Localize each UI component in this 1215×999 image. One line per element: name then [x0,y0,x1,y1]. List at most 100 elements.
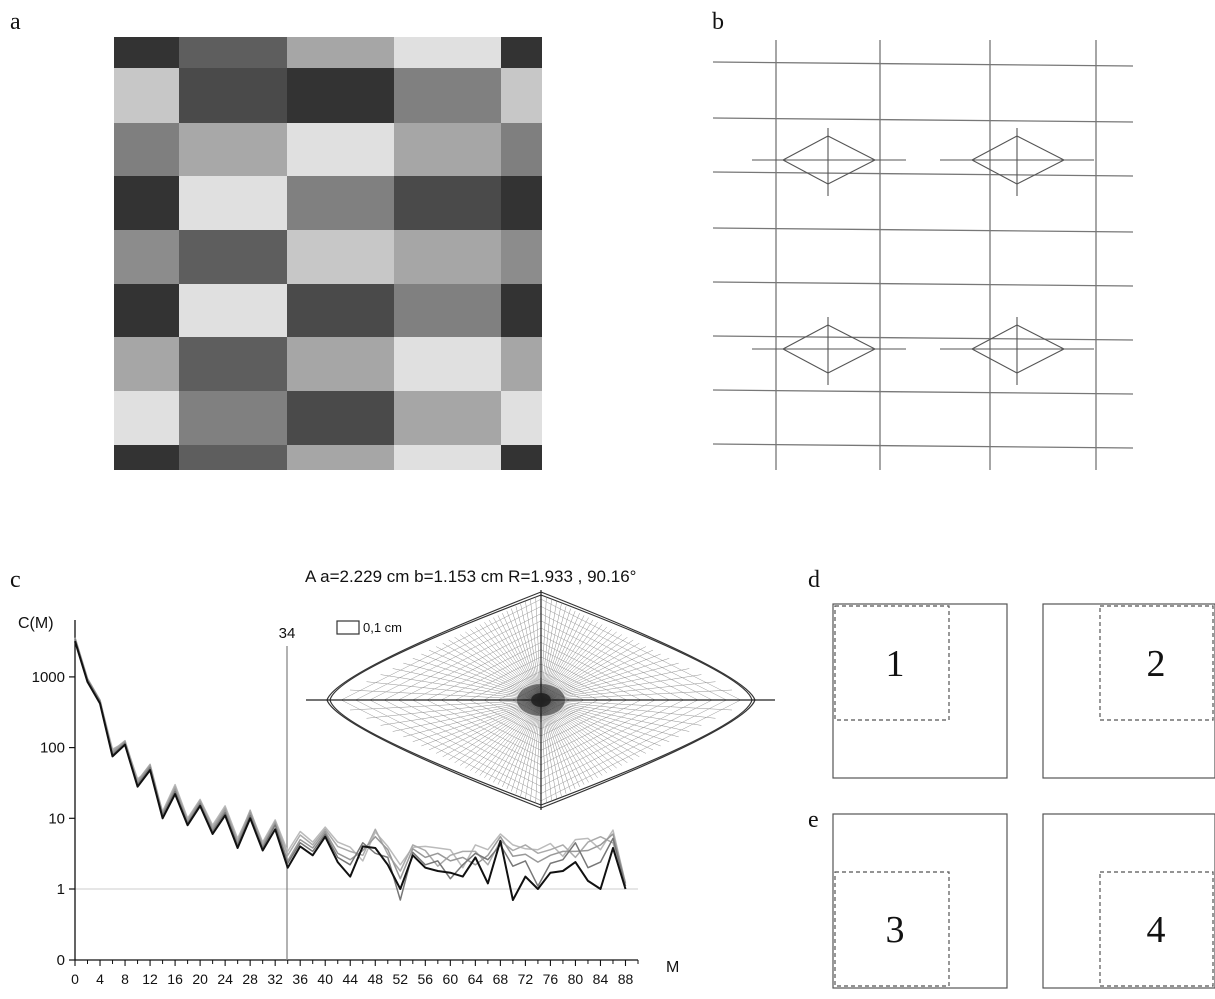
box-3-outer [832,813,1008,989]
x-tick-label: 56 [418,971,434,987]
gray-cell [394,391,501,445]
x-tick-label: 0 [71,971,79,987]
x-tick-label: 84 [593,971,609,987]
gray-cell [394,284,501,337]
panel-label-a: a [10,9,21,35]
x-tick-label: 28 [242,971,258,987]
gray-cell [394,230,501,284]
gray-cell [287,337,394,391]
x-tick-label: 16 [167,971,183,987]
panel-label-c: c [10,567,21,593]
gray-cell [501,230,542,284]
box-number-3: 3 [886,909,905,951]
x-tick-label: 36 [292,971,308,987]
gray-cell [179,337,287,391]
gray-cell [179,68,287,123]
y-tick-label: 1 [57,881,65,898]
gray-cell [394,68,501,123]
box-4-outer [1042,813,1215,989]
x-tick-label: 20 [192,971,208,987]
panel-label-e: e [808,807,819,833]
x-tick-label: 24 [217,971,233,987]
diamond-inset [306,590,775,810]
box-number-4: 4 [1147,909,1166,951]
series-line-3 [74,637,627,884]
gray-cell [179,445,287,470]
gray-cell [179,284,287,337]
gray-cell [179,37,287,68]
box-1-dashed [834,605,950,721]
box-4-dashed [1099,871,1214,987]
gray-cell [501,284,542,337]
gray-cell [114,230,179,284]
gray-cell [394,123,501,176]
panel-label-b: b [712,9,724,35]
gray-cell [287,37,394,68]
x-tick-label: 8 [121,971,129,987]
x-tick-label: 40 [317,971,333,987]
box-2-outer [1042,603,1215,779]
box-number-2: 2 [1147,643,1166,685]
x-tick-label: 60 [443,971,459,987]
gray-cell [394,445,501,470]
gray-cell [114,68,179,123]
scale-indicator: 0,1 cm [336,620,402,635]
box-1-outer [832,603,1008,779]
x-tick-label: 68 [493,971,509,987]
diamond-shape-3 [752,317,906,385]
gray-cell [501,37,542,68]
x-tick-label: 4 [96,971,104,987]
gray-cell [501,391,542,445]
x-tick-label: 76 [543,971,559,987]
gray-cell [287,176,394,230]
x-tick-label: 32 [267,971,283,987]
diamond-shape-4 [940,317,1094,385]
diamond-shape-2 [940,128,1094,196]
x-tick-label: 44 [342,971,358,987]
gray-cell [179,176,287,230]
box-2-dashed [1099,605,1214,721]
x-tick-label: 88 [618,971,634,987]
x-tick-label: 12 [142,971,158,987]
gray-cell [114,176,179,230]
gray-cell [114,284,179,337]
box-number-1: 1 [886,643,905,685]
gray-cell [287,230,394,284]
y-tick-label: 0 [57,952,65,969]
x-tick-label: 80 [568,971,584,987]
x-tick-label: 72 [518,971,534,987]
gray-cell [501,68,542,123]
gray-cell [501,176,542,230]
gray-cell [287,445,394,470]
diamond-shape-1 [752,128,906,196]
gray-cell [394,176,501,230]
x-tick-label: 64 [468,971,484,987]
gray-cell [179,123,287,176]
gray-cell [114,445,179,470]
gray-cell [287,123,394,176]
gray-cell [114,123,179,176]
gray-cell [501,337,542,391]
gray-cell [179,391,287,445]
x-axis-label: M [666,959,679,976]
gray-cell [179,230,287,284]
gray-cell [501,123,542,176]
gray-cell [287,284,394,337]
x-tick-label: 52 [392,971,408,987]
series-line-1 [74,640,627,901]
gray-cell [501,445,542,470]
vertical-marker-label: 34 [279,625,296,642]
panel-label-d: d [808,567,820,593]
gray-cell [114,337,179,391]
scale-label: 0,1 cm [363,620,402,635]
gray-cell [394,37,501,68]
y-tick-label: 10 [48,810,65,827]
gray-cell [394,337,501,391]
gray-cell [287,391,394,445]
gray-cell [287,68,394,123]
y-axis-label: C(M) [18,615,54,632]
